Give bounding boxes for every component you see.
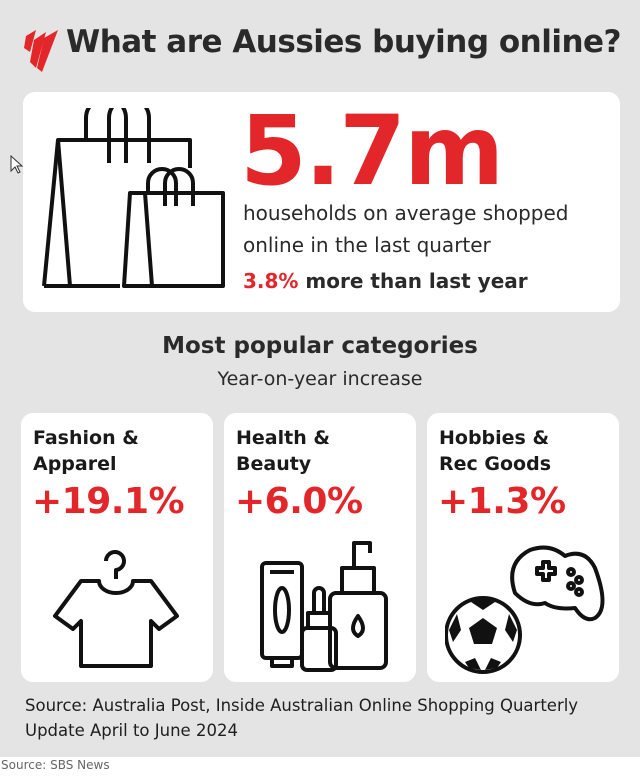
- data-source: Source: Australia Post, Inside Australia…: [25, 693, 578, 743]
- category-card-health: Health &Beauty +6.0%: [224, 413, 416, 682]
- source-line2: Update April to June 2024: [25, 718, 578, 743]
- shopping-bags-icon: [40, 108, 230, 293]
- category-value: +1.3%: [438, 481, 566, 522]
- category-label: Apparel: [33, 451, 139, 477]
- tshirt-hanger-icon: [51, 541, 181, 671]
- category-label: Hobbies &: [439, 425, 551, 451]
- soccer-ball-gamepad-icon: [445, 538, 615, 678]
- change-percent: 3.8%: [243, 269, 298, 293]
- section-subtitle: Year-on-year increase: [0, 368, 640, 390]
- mouse-cursor-icon: [10, 155, 24, 175]
- headline-description-line1: households on average shopped: [243, 201, 568, 225]
- sbs-logo-icon: [22, 28, 62, 76]
- change-suffix: more than last year: [298, 269, 527, 293]
- category-value: +6.0%: [235, 481, 363, 522]
- cosmetics-bottles-icon: [258, 538, 393, 673]
- page-title: What are Aussies buying online?: [66, 24, 621, 60]
- category-label: Beauty: [236, 451, 330, 477]
- category-card-fashion: Fashion &Apparel +19.1%: [21, 413, 213, 682]
- source-line1: Source: Australia Post, Inside Australia…: [25, 693, 578, 718]
- section-title: Most popular categories: [0, 333, 640, 359]
- image-credit: Source: SBS News: [1, 758, 110, 772]
- category-card-hobbies: Hobbies &Rec Goods +1.3%: [427, 413, 619, 682]
- category-label: Rec Goods: [439, 451, 551, 477]
- category-label: Fashion &: [33, 425, 139, 451]
- households-value: 5.7m: [240, 96, 502, 206]
- headline-description-line2: online in the last quarter: [243, 233, 491, 257]
- category-value: +19.1%: [32, 481, 184, 522]
- category-label: Health &: [236, 425, 330, 451]
